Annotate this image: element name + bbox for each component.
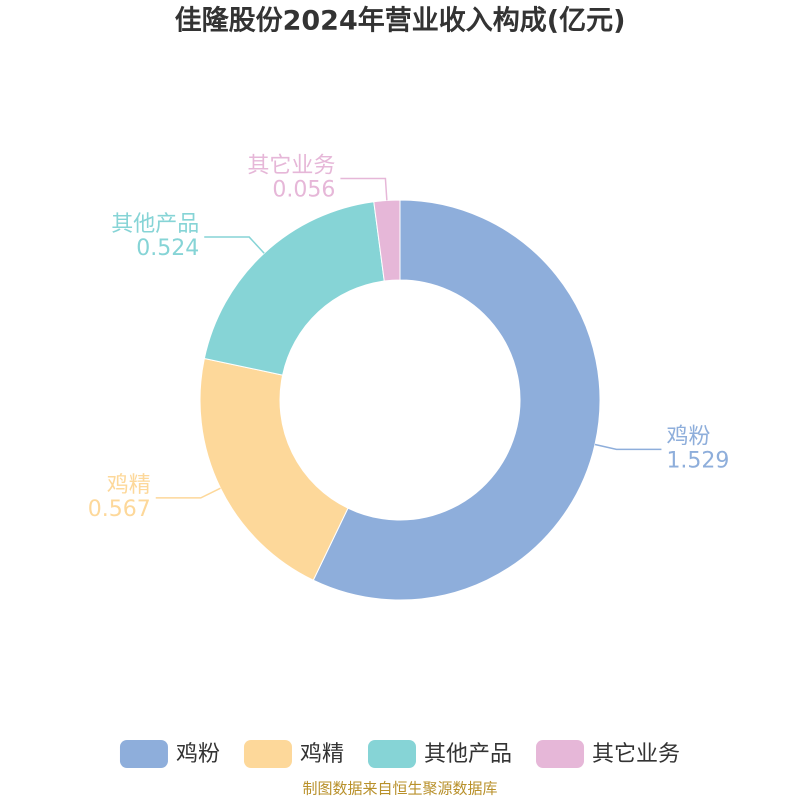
value-label: 0.524 (136, 236, 199, 261)
legend-swatch (119, 740, 168, 768)
legend-label: 鸡粉 (176, 742, 220, 767)
chart-title: 佳隆股份2024年营业收入构成(亿元) (175, 5, 626, 37)
source-note: 制图数据来自恒生聚源数据库 (302, 780, 497, 798)
leader-line (340, 177, 388, 201)
value-label: 1.529 (666, 448, 729, 473)
value-label: 0.056 (272, 177, 335, 202)
slice-label: 鸡精 (107, 473, 151, 498)
legend: 鸡粉 鸡精 其他产品 其它业务 (119, 740, 680, 768)
leader-line (594, 443, 662, 451)
slice-label: 鸡粉 (666, 424, 710, 449)
legend-label: 鸡精 (300, 742, 344, 767)
slice-label: 其它业务 (247, 153, 335, 178)
slice-label: 其他产品 (111, 212, 199, 237)
donut-slice (203, 201, 385, 376)
legend-label: 其它业务 (592, 742, 680, 767)
legend-swatch (243, 740, 292, 768)
value-label: 0.567 (88, 497, 151, 522)
donut-slice (373, 199, 401, 282)
donut-slice (199, 357, 349, 581)
legend-swatch (536, 740, 585, 768)
donut-slice (312, 199, 601, 601)
leader-line (155, 487, 221, 499)
legend-swatch (368, 740, 416, 768)
leader-line (204, 236, 265, 254)
legend-label: 其他产品 (424, 742, 512, 767)
